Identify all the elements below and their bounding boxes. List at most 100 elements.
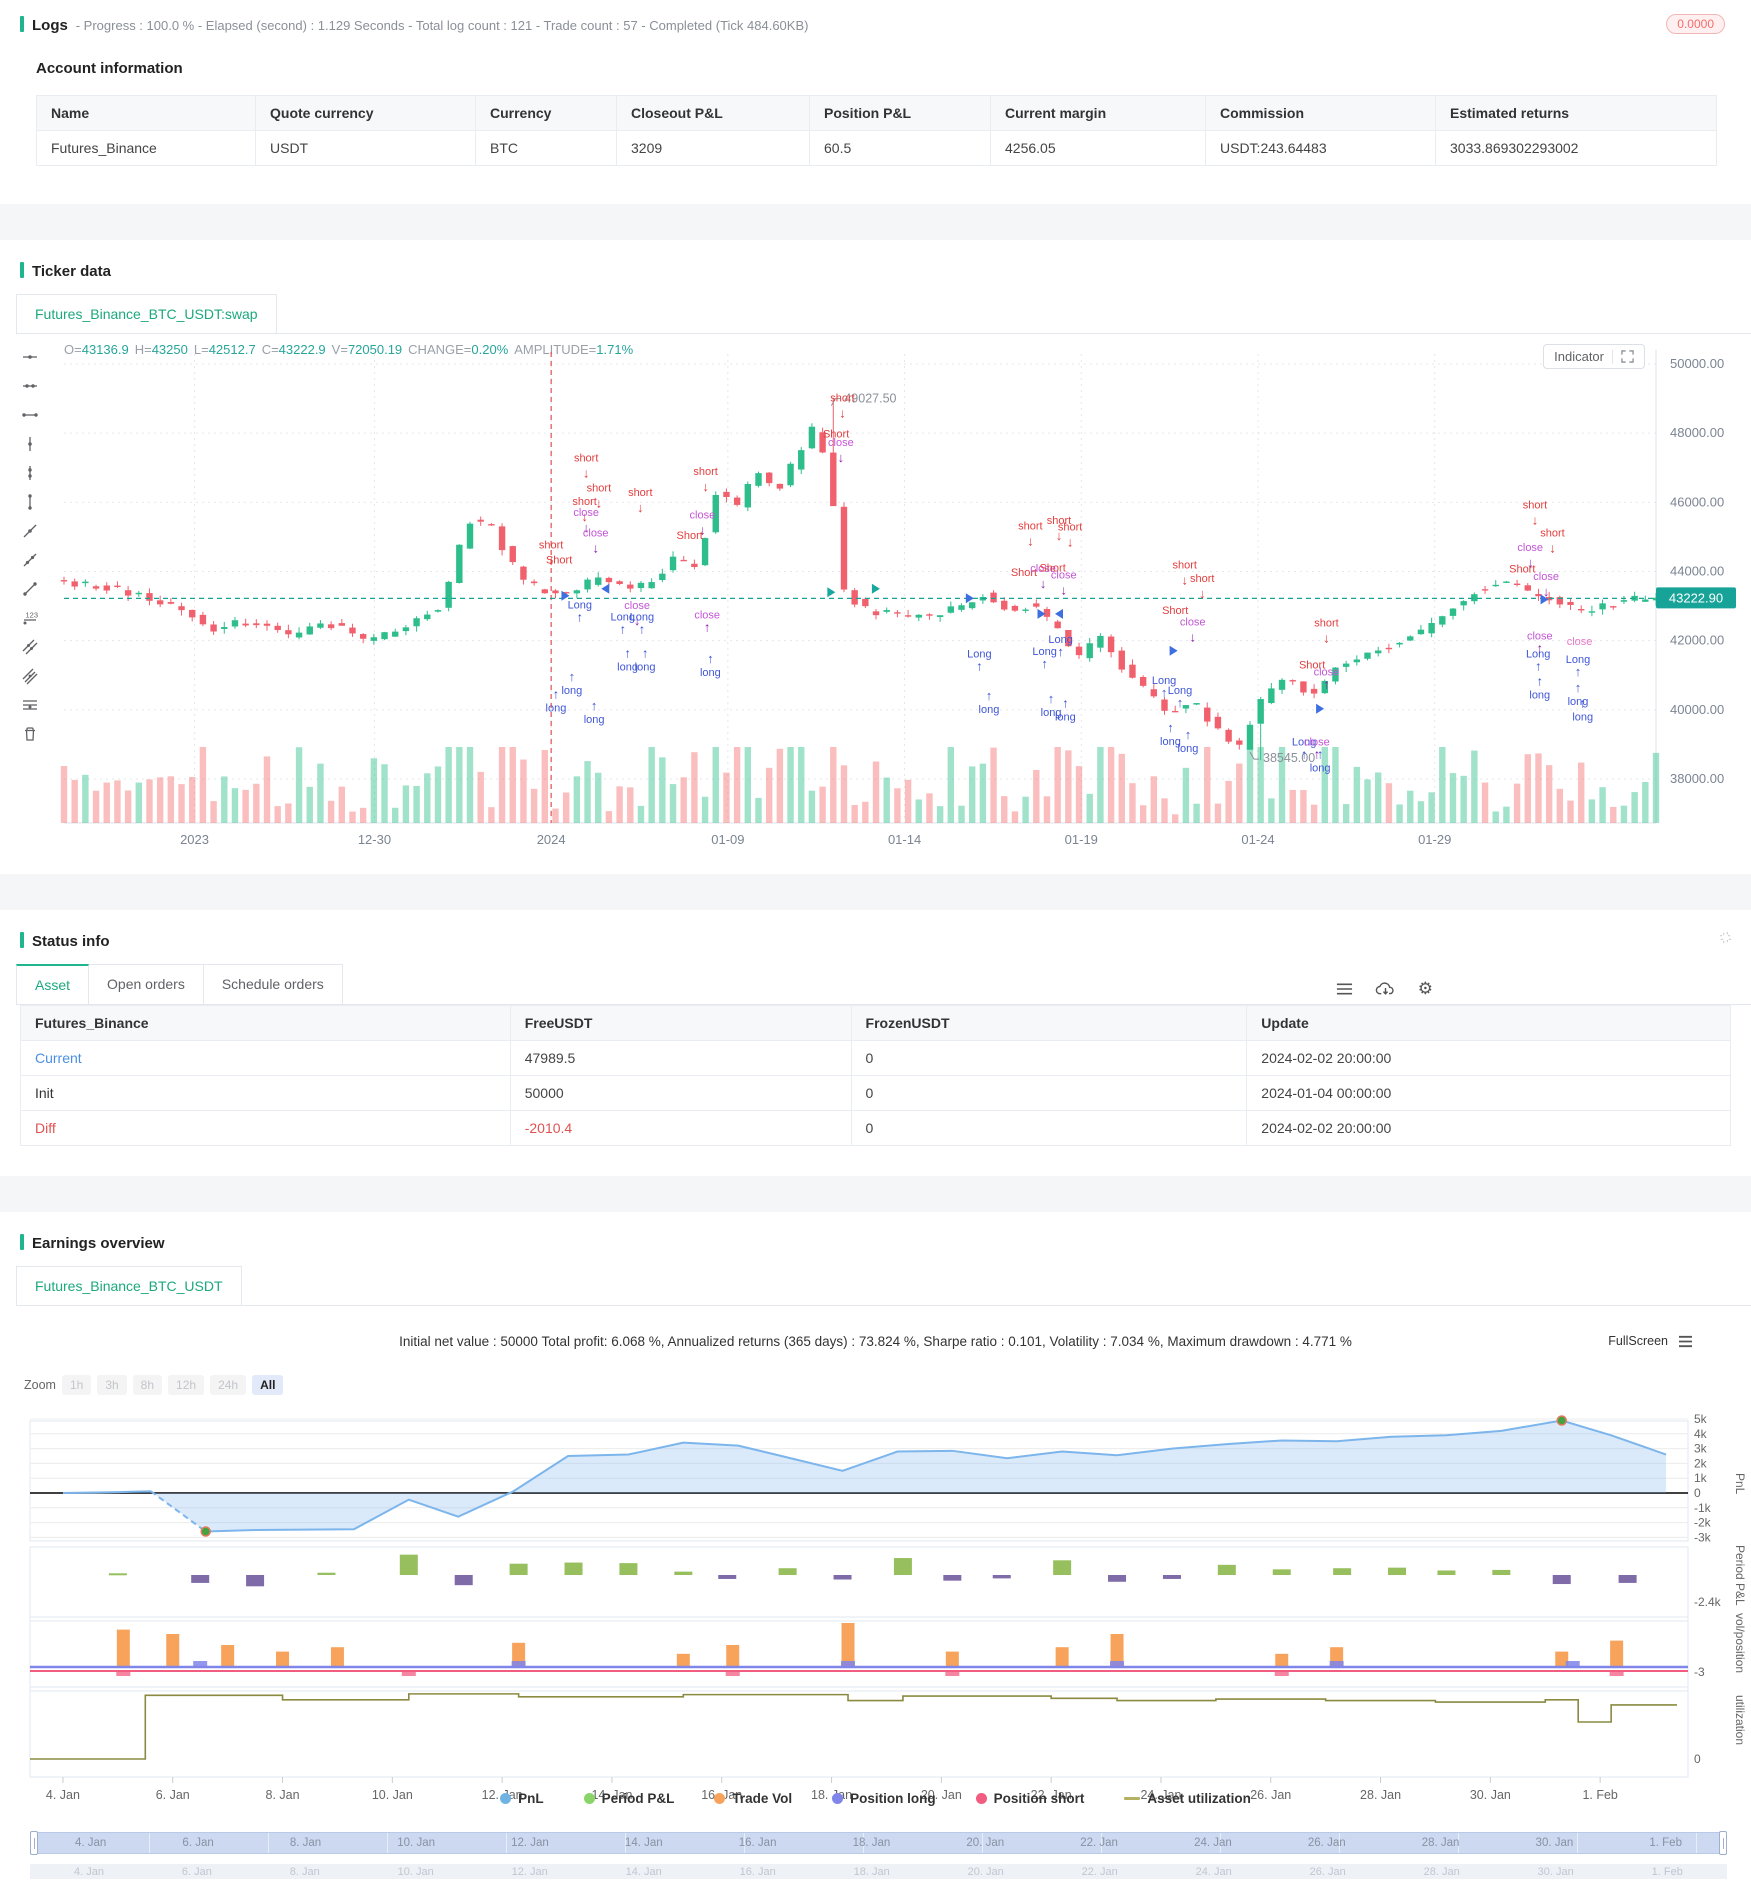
legend-item[interactable]: Position long <box>832 1791 936 1806</box>
horizontal-lines-icon[interactable] <box>17 690 43 719</box>
svg-text:↓: ↓ <box>1061 583 1068 598</box>
legend-item[interactable]: Period P&L <box>583 1791 674 1806</box>
navigator-date: 20. Jan <box>966 1837 1005 1849</box>
parallel-channel-icon[interactable] <box>17 632 43 661</box>
legend-item[interactable]: Position short <box>975 1791 1084 1806</box>
navigator-date: 30. Jan <box>1535 1837 1574 1849</box>
tab-schedule-orders[interactable]: Schedule orders <box>203 964 343 1004</box>
svg-text:close: close <box>624 600 650 612</box>
vertical-segment-icon[interactable] <box>17 487 43 516</box>
svg-text:close: close <box>573 507 599 519</box>
delete-icon[interactable] <box>17 719 43 748</box>
zoom-option-all[interactable]: All <box>252 1375 284 1395</box>
status-badge: 0.0000 <box>1666 14 1725 34</box>
navigator-date: 26. Jan <box>1307 1837 1346 1849</box>
column-header: Currency <box>475 95 617 131</box>
chart-legend: PnL Period P&L Trade Vol Position long Posit… <box>0 1791 1751 1806</box>
legend-item[interactable]: Asset utilization <box>1124 1791 1251 1806</box>
svg-text:-2.4k: -2.4k <box>1694 1595 1722 1609</box>
vertical-ray-icon[interactable] <box>17 429 43 458</box>
svg-text:20. Jan: 20. Jan <box>921 1788 962 1802</box>
fullscreen-label: FullScreen <box>1608 1334 1668 1348</box>
range-navigator[interactable]: 4. Jan 6. Jan 8. Jan 10. Jan 12. Jan 14. Jan 1… <box>30 1831 1727 1855</box>
svg-text:Long: Long <box>1032 646 1056 658</box>
indicator-button[interactable]: Indicator <box>1543 344 1645 369</box>
column-header: Position P&L <box>809 95 991 131</box>
svg-text:↓: ↓ <box>1189 629 1196 644</box>
zoom-option-24h[interactable]: 24h <box>210 1375 247 1395</box>
svg-text:↓: ↓ <box>1182 573 1189 588</box>
drawing-toolbar: 123 <box>12 342 48 748</box>
multi-channel-icon[interactable] <box>17 661 43 690</box>
svg-text:long: long <box>546 703 567 715</box>
zoom-option-1h[interactable]: 1h <box>61 1375 92 1395</box>
gear-icon[interactable]: ⚙ <box>1417 979 1433 998</box>
svg-text:↑: ↑ <box>1062 696 1069 711</box>
earnings-heading: Earnings overview <box>32 1235 165 1252</box>
horizontal-line-icon[interactable] <box>17 371 43 400</box>
svg-text:Long: Long <box>1566 654 1590 666</box>
svg-text:↑: ↑ <box>1317 746 1324 761</box>
svg-text:↑: ↑ <box>642 645 649 660</box>
candlestick-canvas[interactable]: 43222.90 49027.50 38545.00 50000.00 48000.00… <box>56 334 1751 856</box>
svg-text:5k: 5k <box>1694 1412 1708 1426</box>
table-row: Init 50000 0 2024-01-04 00:00:00 <box>20 1075 1731 1111</box>
svg-text:↑: ↑ <box>704 619 711 634</box>
svg-text:Short: Short <box>677 530 703 542</box>
menu-icon[interactable] <box>1336 982 1353 996</box>
trend-ray-icon[interactable] <box>17 516 43 545</box>
row-label[interactable]: Current <box>20 1040 511 1076</box>
vertical-line-icon[interactable] <box>17 458 43 487</box>
svg-text:Short: Short <box>1162 605 1188 617</box>
svg-text:short: short <box>1523 499 1547 511</box>
navigator-date: 14. Jan <box>624 1837 663 1849</box>
zoom-option-12h[interactable]: 12h <box>168 1375 205 1395</box>
navigator-handle-right[interactable] <box>1719 1831 1727 1855</box>
fullscreen-icon <box>1621 350 1634 363</box>
tab-asset[interactable]: Asset <box>16 964 90 1004</box>
indicator-label: Indicator <box>1554 349 1604 364</box>
svg-text:↓: ↓ <box>1027 534 1034 549</box>
legend-item[interactable]: Trade Vol <box>714 1791 792 1806</box>
horizontal-ray-icon[interactable] <box>17 342 43 371</box>
svg-text:12-30: 12-30 <box>358 832 391 847</box>
tab-earnings-symbol[interactable]: Futures_Binance_BTC_USDT <box>16 1266 242 1305</box>
tab-open-orders[interactable]: Open orders <box>89 964 204 1004</box>
svg-text:close: close <box>1314 666 1340 678</box>
collapse-icon[interactable] <box>1718 930 1733 945</box>
svg-text:0: 0 <box>1694 1486 1701 1500</box>
column-header: Current margin <box>990 95 1206 131</box>
price-label-icon[interactable]: 123 <box>17 603 43 632</box>
navigator-date: 16. Jan <box>738 1837 777 1849</box>
svg-text:Long: Long <box>967 648 991 660</box>
svg-text:short: short <box>628 487 652 499</box>
cloud-download-icon[interactable] <box>1375 980 1396 997</box>
legend-item[interactable]: PnL <box>500 1791 544 1806</box>
svg-text:8. Jan: 8. Jan <box>266 1788 300 1802</box>
svg-text:Long: Long <box>568 599 592 611</box>
svg-text:↑: ↑ <box>591 698 598 713</box>
horizontal-segment-icon[interactable] <box>17 400 43 429</box>
trend-segment-icon[interactable] <box>17 574 43 603</box>
svg-text:↑: ↑ <box>1057 644 1064 659</box>
navigator-handle-left[interactable] <box>30 1831 38 1855</box>
zoom-option-8h[interactable]: 8h <box>132 1375 163 1395</box>
svg-text:long: long <box>1568 696 1589 708</box>
svg-text:↑: ↑ <box>569 669 576 684</box>
column-header: FrozenUSDT <box>850 1005 1248 1041</box>
svg-text:close: close <box>1517 542 1543 554</box>
svg-text:↑: ↑ <box>1177 695 1184 710</box>
menu-icon[interactable] <box>1678 1335 1693 1348</box>
zoom-label: Zoom <box>24 1378 56 1392</box>
svg-text:30. Jan: 30. Jan <box>1470 1788 1511 1802</box>
column-header: Update <box>1246 1005 1731 1041</box>
tab-ticker-symbol[interactable]: Futures_Binance_BTC_USDT:swap <box>16 294 277 333</box>
svg-text:long: long <box>635 661 656 673</box>
fullscreen-button[interactable]: FullScreen <box>1608 1334 1693 1348</box>
svg-text:vol/position: vol/position <box>1733 1613 1747 1673</box>
trend-line-icon[interactable] <box>17 545 43 574</box>
zoom-option-3h[interactable]: 3h <box>97 1375 127 1395</box>
secondary-navigator[interactable]: 4. Jan 6. Jan 8. Jan 10. Jan 12. Jan 14. Jan 1… <box>30 1864 1727 1879</box>
status-tabbar: Asset Open orders Schedule orders <box>16 964 1751 1005</box>
